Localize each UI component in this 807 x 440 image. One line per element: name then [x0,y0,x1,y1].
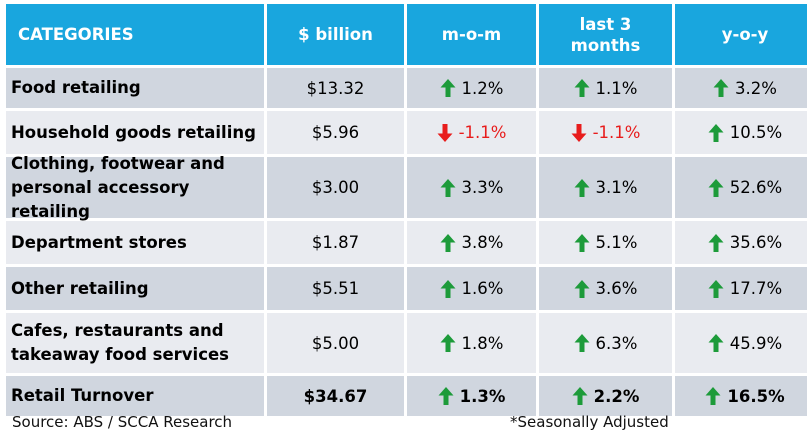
arrow-up-icon [572,387,588,405]
change-value: 5.1% [595,233,638,252]
arrow-up-icon [440,279,456,298]
value-cell: $13.32 [267,68,404,108]
change-value: 10.5% [729,123,783,142]
change-cell-mom: -1.1% [407,111,536,154]
change-cell-mom: 1.6% [407,267,536,310]
category-cell: Clothing, footwear and personal accessor… [6,154,264,221]
source-note: Source: ABS / SCCA Research [12,413,233,431]
arrow-up-icon [574,178,590,197]
change-cell-l3m: 2.2% [539,376,672,416]
change-cell-mom: 1.8% [407,313,536,373]
header-value: $ billion [267,4,404,65]
change-cell-yoy: 35.6% [675,221,807,264]
change-cell-yoy: 10.5% [675,111,807,154]
header-last-3-months: last 3 months [539,4,672,65]
category-cell: Food retailing [6,68,264,108]
category-label: Cafes, restaurants and takeaway food ser… [11,321,230,364]
change-cell-mom: 1.2% [407,68,536,108]
value-cell: $5.51 [267,267,404,310]
change-cell-l3m: 3.6% [539,267,672,310]
change-value: 1.3% [459,386,506,406]
change-cell-l3m: 5.1% [539,221,672,264]
change-value: 6.3% [595,333,638,353]
value-cell: $1.87 [267,221,404,264]
change-value: 3.2% [735,78,777,98]
change-value: 3.8% [461,233,504,252]
change-value: 3.1% [595,178,638,197]
value-cell: $5.00 [267,313,404,373]
change-value: 1.1% [595,78,638,98]
change-value: 1.8% [461,333,504,353]
change-cell-mom: 3.8% [407,221,536,264]
category-label: Clothing, footwear and personal accessor… [11,153,225,221]
category-cell: Other retailing [6,267,264,310]
arrow-up-icon [440,178,456,197]
arrow-up-icon [708,233,724,252]
change-cell-l3m: 1.1% [539,68,672,108]
category-label: Department stores [11,232,187,252]
category-label: Other retailing [11,278,149,298]
change-cell-yoy: 3.2% [675,68,807,108]
change-value: 3.6% [595,279,638,298]
arrow-up-icon [708,178,724,197]
header-mom: m-o-m [407,4,536,65]
category-cell: Department stores [6,221,264,264]
change-cell-mom: 3.3% [407,157,536,218]
category-label: Food retailing [11,78,141,97]
arrow-up-icon [440,334,456,352]
change-cell-l3m: 3.1% [539,157,672,218]
change-cell-l3m: -1.1% [539,111,672,154]
category-label: Household goods retailing [11,122,256,142]
change-value: 3.3% [461,178,504,197]
arrow-up-icon [574,79,590,97]
category-cell: Retail Turnover [6,376,264,416]
change-value: 1.6% [461,279,504,298]
arrow-up-icon [440,79,456,97]
change-cell-yoy: 45.9% [675,313,807,373]
change-value: -1.1% [458,123,507,142]
header-categories: CATEGORIES [6,4,264,65]
category-cell: Household goods retailing [6,111,264,154]
value-cell: $34.67 [267,376,404,416]
arrow-up-icon [574,334,590,352]
category-label: Retail Turnover [11,386,154,405]
change-value: 35.6% [729,233,783,252]
arrow-up-icon [440,233,456,252]
change-cell-mom: 1.3% [407,376,536,416]
arrow-up-icon [713,79,729,97]
change-value: 2.2% [593,386,640,406]
seasonally-adjusted-note: *Seasonally Adjusted [510,413,669,431]
arrow-up-icon [705,387,721,405]
arrow-up-icon [708,123,724,142]
change-value: 52.6% [729,178,783,197]
value-cell: $5.96 [267,111,404,154]
change-value: 17.7% [729,279,783,298]
change-value: 16.5% [727,386,785,406]
change-value: 45.9% [729,333,783,353]
arrow-up-icon [438,387,454,405]
category-cell: Cafes, restaurants and takeaway food ser… [6,313,264,373]
change-value: 1.2% [461,78,504,98]
arrow-down-icon [571,123,587,142]
arrow-down-icon [437,123,453,142]
change-cell-yoy: 17.7% [675,267,807,310]
header-last-3-months-label: last 3 months [570,14,641,55]
value-cell: $3.00 [267,157,404,218]
change-value: -1.1% [592,123,641,142]
change-cell-l3m: 6.3% [539,313,672,373]
arrow-up-icon [574,279,590,298]
arrow-up-icon [574,233,590,252]
header-yoy: y-o-y [675,4,807,65]
arrow-up-icon [708,334,724,352]
retail-table: CATEGORIES $ billion m-o-m last 3 months… [6,4,807,416]
change-cell-yoy: 16.5% [675,376,807,416]
change-cell-yoy: 52.6% [675,157,807,218]
arrow-up-icon [708,279,724,298]
